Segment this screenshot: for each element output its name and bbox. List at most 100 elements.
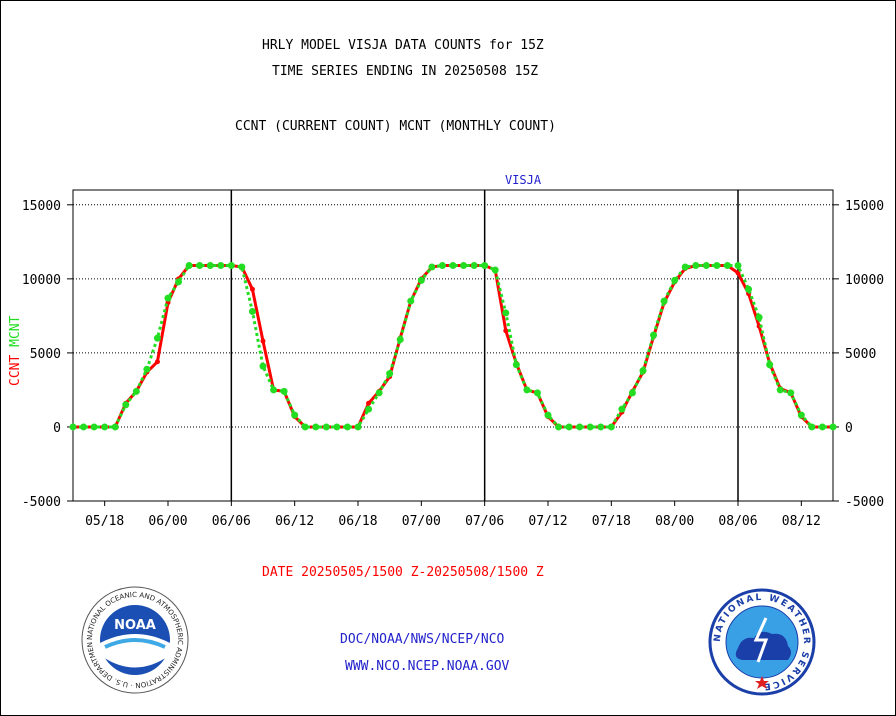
data-point-mcnt [175, 278, 183, 286]
panel-title: VISJA [505, 173, 542, 187]
data-point-mcnt [745, 285, 753, 293]
x-tick-label: 06/12 [275, 514, 314, 529]
data-point-mcnt [755, 313, 763, 321]
data-point-mcnt [628, 389, 636, 397]
data-point-mcnt [217, 262, 225, 270]
data-point-mcnt [259, 362, 267, 370]
data-point-mcnt [576, 423, 584, 431]
data-point-mcnt [607, 423, 615, 431]
data-point-mcnt [565, 423, 573, 431]
data-point-mcnt [227, 262, 235, 270]
data-point-mcnt [153, 334, 161, 342]
x-tick-label: 07/18 [592, 514, 631, 529]
data-point-mcnt [776, 386, 784, 394]
y-tick-label-right: 15000 [845, 199, 884, 214]
x-tick-label: 08/12 [782, 514, 821, 529]
x-tick-label: 07/12 [528, 514, 567, 529]
y-axis-label: CCNT MCNT [8, 315, 23, 386]
data-point-mcnt [650, 331, 658, 339]
data-point-mcnt [69, 423, 77, 431]
data-point-mcnt [808, 423, 816, 431]
data-point-mcnt [375, 389, 383, 397]
data-point-mcnt [270, 386, 278, 394]
noaa-wordmark: NOAA [114, 618, 156, 633]
data-point-mcnt [797, 411, 805, 419]
data-point-mcnt [428, 263, 436, 271]
x-tick-label: 05/18 [85, 514, 124, 529]
data-point-mcnt [502, 309, 510, 317]
series-line-mcnt [73, 264, 833, 429]
data-point-mcnt [206, 262, 214, 270]
data-point-mcnt [122, 401, 130, 409]
data-point-mcnt [386, 370, 394, 378]
y-tick-label-left: 10000 [22, 273, 61, 288]
data-point-mcnt [555, 423, 563, 431]
x-tick-label: 07/00 [402, 514, 441, 529]
data-point-mcnt [481, 262, 489, 270]
data-point-mcnt [407, 297, 415, 305]
data-point-mcnt [333, 423, 341, 431]
x-tick-label: 06/18 [338, 514, 377, 529]
data-point-mcnt [312, 423, 320, 431]
data-point-mcnt [164, 294, 172, 302]
data-point-mcnt [533, 389, 541, 397]
data-point-mcnt [248, 307, 256, 315]
series-line-ccnt [73, 264, 833, 429]
data-point-mcnt [723, 262, 731, 270]
data-point-mcnt [396, 336, 404, 344]
data-point-mcnt [671, 276, 679, 284]
x-tick-label: 08/06 [718, 514, 757, 529]
data-point-mcnt [449, 262, 457, 270]
data-point-ccnt [366, 400, 372, 406]
data-point-mcnt [818, 423, 826, 431]
data-point-mcnt [132, 387, 140, 395]
data-point-mcnt [523, 386, 531, 394]
data-point-mcnt [354, 423, 362, 431]
data-point-mcnt [291, 411, 299, 419]
data-point-mcnt [639, 367, 647, 375]
data-point-mcnt [143, 365, 151, 373]
y-tick-label-right: 5000 [845, 347, 876, 362]
data-point-mcnt [544, 411, 552, 419]
data-point-mcnt [470, 262, 478, 270]
data-point-mcnt [365, 405, 373, 413]
data-point-mcnt [692, 262, 700, 270]
data-point-mcnt [787, 389, 795, 397]
chart-subtitle: CCNT (CURRENT COUNT) MCNT (MONTHLY COUNT… [235, 119, 556, 134]
y-tick-label-right: 0 [845, 421, 853, 436]
data-point-mcnt [90, 423, 98, 431]
data-point-ccnt [154, 359, 160, 365]
website-link[interactable]: WWW.NCO.NCEP.NOAA.GOV [345, 659, 510, 674]
data-point-ccnt [503, 328, 509, 334]
data-point-mcnt [280, 387, 288, 395]
data-point-mcnt [80, 423, 88, 431]
data-point-mcnt [343, 423, 351, 431]
nws-logo: NATIONAL WEATHER SERVICE [708, 588, 816, 696]
data-point-mcnt [713, 262, 721, 270]
data-point-mcnt [438, 262, 446, 270]
data-point-mcnt [238, 263, 246, 271]
data-point-mcnt [417, 276, 425, 284]
data-point-mcnt [185, 262, 193, 270]
date-range-label: DATE 20250505/1500 Z-20250508/1500 Z [262, 565, 544, 580]
data-point-mcnt [322, 423, 330, 431]
y-tick-label-left: 15000 [22, 199, 61, 214]
y-tick-label-left: -5000 [22, 495, 61, 510]
data-point-mcnt [660, 297, 668, 305]
data-point-mcnt [586, 423, 594, 431]
data-point-mcnt [101, 423, 109, 431]
data-point-mcnt [491, 266, 499, 274]
data-point-mcnt [196, 262, 204, 270]
x-tick-label: 07/06 [465, 514, 504, 529]
chart-title-line1: HRLY MODEL VISJA DATA COUNTS for 15Z [262, 38, 544, 53]
y-tick-label-right: -5000 [845, 495, 884, 510]
y-tick-label-right: 10000 [845, 273, 884, 288]
y-axis-label-mcnt: MCNT [8, 315, 23, 346]
y-tick-label-left: 5000 [30, 347, 61, 362]
noaa-logo: NATIONAL OCEANIC AND ATMOSPHERIC ADMINIS… [80, 585, 189, 694]
data-point-mcnt [681, 263, 689, 271]
data-point-mcnt [734, 262, 742, 270]
data-point-mcnt [512, 361, 520, 369]
data-point-mcnt [301, 423, 309, 431]
